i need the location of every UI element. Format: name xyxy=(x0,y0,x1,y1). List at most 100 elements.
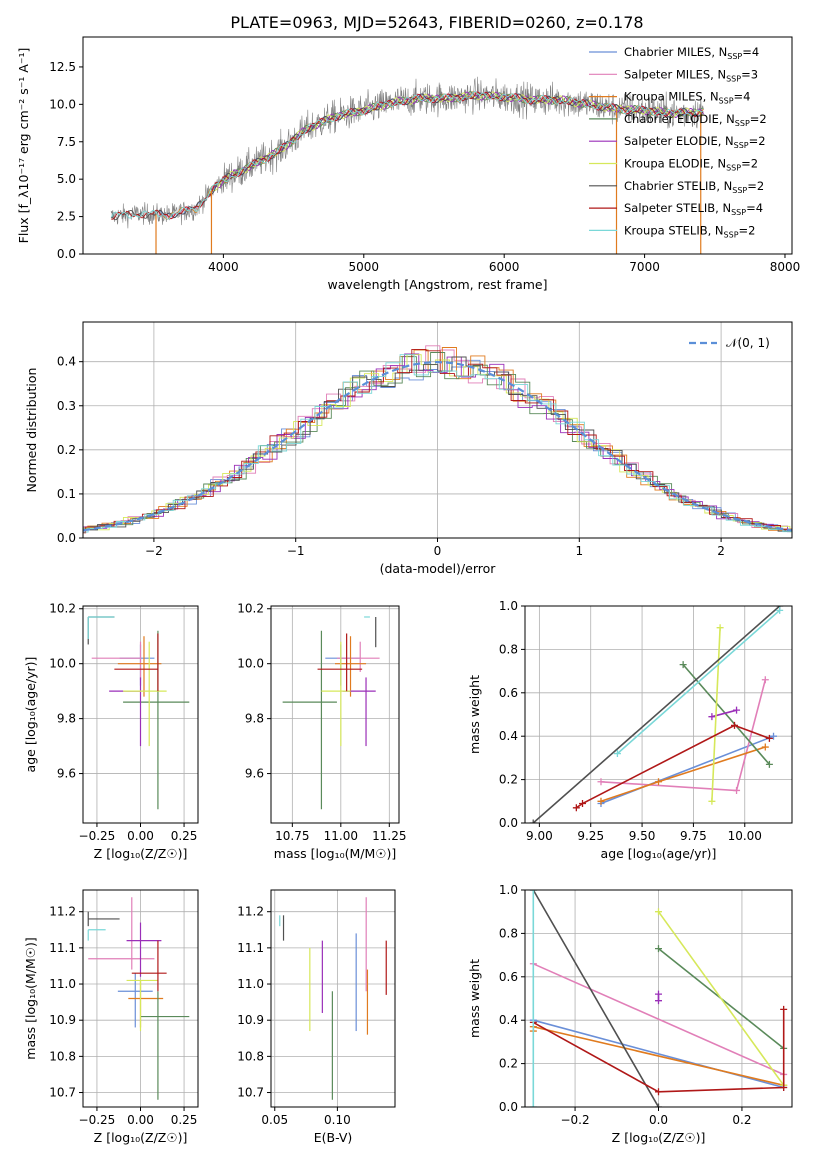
series-marker xyxy=(529,1103,537,1107)
y-tick-label: 12.5 xyxy=(49,60,76,74)
errorbar-s-miles xyxy=(91,641,142,681)
axes-frame xyxy=(270,605,400,824)
series-marker xyxy=(655,778,662,786)
series-line xyxy=(682,664,771,765)
errorbar-s-miles xyxy=(336,641,380,672)
mass-vs-extinction-panel: 0.05 0.10 10.7 10.8 10.9 11.0 11.1 11.2 E(B-V) xyxy=(237,889,396,1145)
plot-area xyxy=(87,897,190,1100)
y-tick-label: 0.1 xyxy=(57,487,76,501)
errorbar-s-miles xyxy=(88,897,155,970)
y-tick-label: 0.0 xyxy=(499,1100,518,1114)
y-tick-label: 10.8 xyxy=(49,1049,76,1063)
y-tick-label: 0.2 xyxy=(57,443,76,457)
massweight-vs-age-panel: 9.00 9.25 9.50 9.75 10.00 0.0 0.2 0.4 0.6 0.8 1.0 a… xyxy=(467,599,793,861)
series-line xyxy=(711,627,721,802)
figure-title: PLATE=0963, MJD=52643, FIBERID=0260, z=0… xyxy=(230,13,643,32)
legend-tail: =4 xyxy=(734,90,751,104)
series-marker xyxy=(597,778,605,786)
errorbar-k-stelib xyxy=(87,616,115,639)
x-tick-label: 0.0 xyxy=(649,1113,668,1127)
y-axis-label: Normed distribution xyxy=(24,368,39,493)
x-tick-label: 0.2 xyxy=(732,1113,751,1127)
series-s-elodie xyxy=(708,706,741,721)
model-spectrum-c-elodie xyxy=(209,91,704,190)
errorbar-s-elodie xyxy=(342,677,376,747)
plot-area xyxy=(529,890,788,1107)
series-marker xyxy=(708,797,716,805)
legend-entry: 𝒩(0, 1) xyxy=(726,336,770,350)
x-tick-label: 4000 xyxy=(208,260,239,274)
y-tick-label: 10.7 xyxy=(49,1086,76,1100)
y-tick-label: 0.2 xyxy=(499,1057,518,1071)
y-tick-label: 0.4 xyxy=(57,355,76,369)
plot-area xyxy=(529,606,784,823)
series-marker xyxy=(765,760,773,768)
y-tick-label: 10.7 xyxy=(237,1086,264,1100)
series-s-stelib xyxy=(572,721,773,812)
legend-entry: Salpeter STELIB, NSSP=4 xyxy=(624,201,763,217)
errorbar-c-stelib xyxy=(87,616,115,645)
series-marker xyxy=(776,606,784,614)
series-line xyxy=(657,911,785,1086)
series-marker xyxy=(770,732,778,740)
errorbar-k-stelib xyxy=(87,929,106,941)
spectrum-panel: 4000 5000 6000 7000 8000 0.0 2.5 5.0 7.5 10.0 12.5… xyxy=(16,36,801,292)
series-marker xyxy=(655,1088,662,1096)
y-axis-label: mass weight xyxy=(467,959,482,1038)
axes-frame xyxy=(524,605,793,824)
legend-subscript: SSP xyxy=(734,141,749,150)
y-tick-label: 0.6 xyxy=(499,686,518,700)
legend-entry: Kroupa STELIB, NSSP=2 xyxy=(624,223,755,239)
series-marker xyxy=(765,734,773,742)
series-marker xyxy=(733,706,741,714)
y-axis-label: mass weight xyxy=(467,675,482,754)
legend-tail: =2 xyxy=(749,134,766,148)
y-tick-label: 10.9 xyxy=(237,1013,264,1027)
legend-entry: Kroupa ELODIE, NSSP=2 xyxy=(624,157,758,173)
series-marker xyxy=(733,786,741,794)
errorbar-k-elodie xyxy=(321,641,351,747)
plot-area xyxy=(110,76,704,254)
legend-tail: =3 xyxy=(741,67,758,81)
plot-area xyxy=(279,897,387,1100)
legend-tail: =4 xyxy=(742,45,759,59)
legend-subscript: SSP xyxy=(719,97,734,106)
x-tick-label: −2 xyxy=(145,544,163,558)
errorbar-s-elodie xyxy=(109,677,142,747)
y-tick-label: 11.0 xyxy=(237,977,264,991)
y-tick-label: 10.8 xyxy=(237,1049,264,1063)
axes-frame xyxy=(270,889,396,1108)
plot-area xyxy=(83,345,792,534)
legend-entry: Kroupa MILES, NSSP=4 xyxy=(624,90,750,106)
y-tick-label: 1.0 xyxy=(499,883,518,897)
model-spectrum-s-stelib xyxy=(110,91,704,220)
series-k-elodie xyxy=(655,908,788,1089)
series-marker xyxy=(780,1005,788,1013)
x-tick-label: 0.00 xyxy=(127,829,154,843)
x-tick-label: 8000 xyxy=(770,260,801,274)
x-tick-label: 5000 xyxy=(349,260,380,274)
series-k-stelib xyxy=(613,606,784,758)
x-axis-label: E(B-V) xyxy=(314,1130,353,1145)
x-axis-label: wavelength [Angstrom, rest frame] xyxy=(327,277,547,292)
legend-subscript: SSP xyxy=(724,230,739,239)
x-axis-label: Z [log₁₀(Z/Z☉)] xyxy=(94,846,188,861)
legend-tail: =2 xyxy=(739,223,756,237)
series-line xyxy=(575,724,770,809)
legend-subscript: SSP xyxy=(732,186,747,195)
series-marker xyxy=(579,799,587,807)
y-tick-label: 5.0 xyxy=(57,172,76,186)
errorbar-s-stelib xyxy=(317,633,363,692)
x-axis-label: Z [log₁₀(Z/Z☉)] xyxy=(612,1130,706,1145)
plot-area xyxy=(87,616,190,810)
x-tick-label: −0.25 xyxy=(79,1113,116,1127)
series-line xyxy=(616,609,781,755)
legend-subscript: SSP xyxy=(726,164,741,173)
errorbar-s-stelib xyxy=(114,633,159,692)
axes-frame xyxy=(82,36,793,255)
series-marker xyxy=(655,945,662,953)
errorbar-c-elodie xyxy=(282,630,337,810)
series-marker xyxy=(529,890,537,894)
legend-entry: Chabrier ELODIE, NSSP=2 xyxy=(624,112,767,128)
